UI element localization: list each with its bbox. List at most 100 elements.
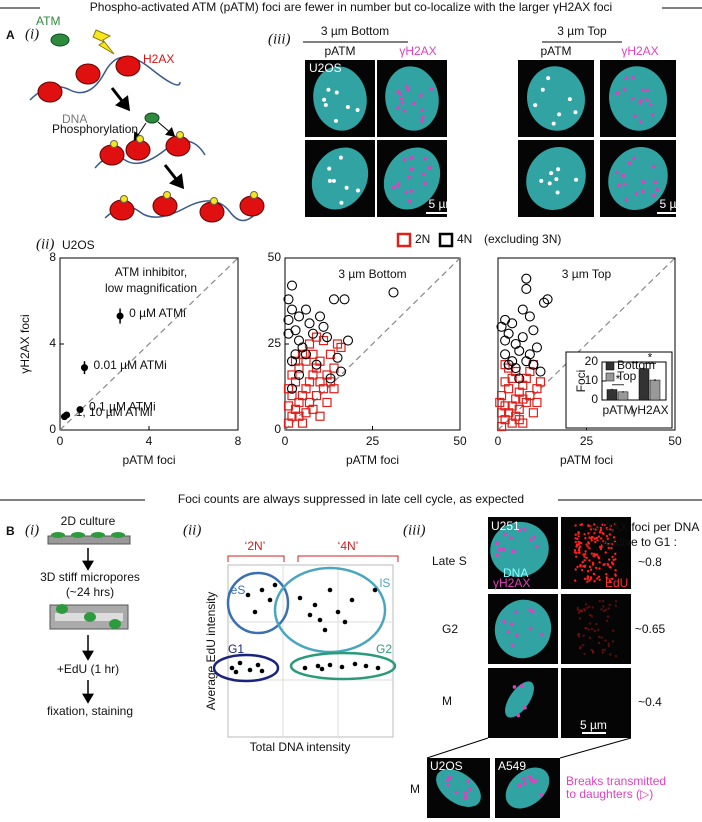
point xyxy=(290,356,301,366)
edu-signal xyxy=(586,576,590,579)
focus xyxy=(454,790,459,795)
focus xyxy=(546,76,551,81)
edu-signal xyxy=(597,641,601,645)
panel-letter: B xyxy=(6,524,15,538)
arrow-head xyxy=(115,95,131,112)
edu-signal xyxy=(606,615,610,618)
arrow-head xyxy=(82,650,94,661)
edu-signal xyxy=(594,528,597,531)
focus xyxy=(423,156,427,161)
edu-signal xyxy=(598,599,602,603)
edu-signal xyxy=(605,535,609,538)
focus xyxy=(429,87,434,91)
edu-signal xyxy=(611,577,614,581)
focus xyxy=(402,108,407,113)
dna-label: DNA xyxy=(62,112,87,126)
edu-signal xyxy=(606,537,610,541)
edu-signal xyxy=(614,552,617,556)
cell-dot xyxy=(339,664,345,670)
cell-dot xyxy=(363,663,369,669)
cell-dot xyxy=(245,592,251,598)
ratio-title: γH2AX foci per DNA xyxy=(591,520,700,534)
edu-signal xyxy=(590,537,593,540)
focus xyxy=(344,185,349,190)
focus xyxy=(503,532,508,537)
point xyxy=(514,415,524,425)
focus xyxy=(345,104,350,109)
significance: * xyxy=(616,372,621,386)
ratio-title: relative to G1 : xyxy=(599,535,677,549)
nucleus xyxy=(385,66,439,131)
edu-signal xyxy=(576,606,579,610)
point xyxy=(542,294,553,305)
section-header: Foci counts are always suppressed in lat… xyxy=(178,492,524,506)
focus xyxy=(406,87,410,92)
point-label: 0 µM ATMi xyxy=(129,306,186,320)
nucleus xyxy=(383,147,441,210)
ratio-value: ~0.8 xyxy=(638,555,662,569)
chart-note: ATM inhibitor, xyxy=(115,265,187,279)
focus xyxy=(554,177,559,182)
focus xyxy=(333,118,338,123)
focus xyxy=(399,96,404,101)
edu-signal xyxy=(593,552,596,556)
panel-letter: A xyxy=(6,28,15,42)
focus xyxy=(631,75,635,80)
bracket xyxy=(227,555,285,562)
edu-signal xyxy=(591,563,595,566)
point xyxy=(301,408,311,418)
edu-signal xyxy=(596,539,599,542)
edu-signal xyxy=(599,529,602,533)
edu-signal xyxy=(586,580,589,583)
point xyxy=(322,397,332,408)
focus xyxy=(653,180,658,184)
edu-signal xyxy=(597,535,601,538)
point xyxy=(318,384,329,394)
focus xyxy=(407,199,412,203)
point xyxy=(339,294,350,305)
edu-signal xyxy=(590,648,593,652)
edu-signal xyxy=(609,653,612,656)
image-title: 3 µm Bottom xyxy=(321,24,389,38)
point xyxy=(535,377,546,387)
row-label: M xyxy=(442,694,452,708)
focus xyxy=(514,633,519,638)
point xyxy=(321,332,333,343)
y-tick-label: 50 xyxy=(268,250,282,264)
edu-signal xyxy=(600,607,603,611)
edu-signal xyxy=(598,561,601,564)
point xyxy=(524,349,535,360)
x-axis-label: Total DNA intensity xyxy=(250,740,351,754)
cell-dot xyxy=(372,587,378,593)
edu-signal xyxy=(585,627,588,630)
edu-signal xyxy=(576,565,579,569)
point xyxy=(517,304,528,315)
cell xyxy=(91,532,105,538)
cell-dot xyxy=(327,587,333,593)
protocol-step: 3D stiff micropores xyxy=(40,570,140,584)
edu-signal xyxy=(589,576,593,579)
point xyxy=(314,311,326,322)
edu-signal xyxy=(576,537,579,541)
point xyxy=(311,359,322,370)
edu-signal xyxy=(608,558,611,561)
edu-signal xyxy=(590,524,593,528)
focus xyxy=(615,91,620,95)
focus xyxy=(506,630,511,634)
edu-signal xyxy=(591,606,594,609)
phase-label: lS xyxy=(380,576,391,590)
focus xyxy=(556,167,561,172)
focus xyxy=(624,76,629,80)
edu-signal xyxy=(588,622,592,625)
edu-signal xyxy=(580,609,583,612)
edu-signal xyxy=(609,566,612,569)
nucleus xyxy=(311,147,369,210)
point xyxy=(283,314,294,325)
y-tick-label: 0 xyxy=(274,422,281,436)
edu-signal xyxy=(583,553,587,556)
edu-signal xyxy=(593,572,596,576)
edu-signal xyxy=(614,558,617,561)
bar xyxy=(649,379,661,401)
point xyxy=(500,314,511,325)
point xyxy=(528,359,539,370)
